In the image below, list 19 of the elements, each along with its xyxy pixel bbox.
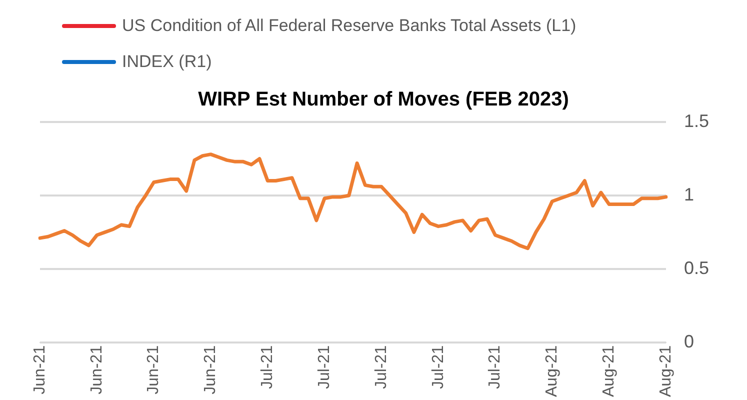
x-tick-label: Jul-21 <box>430 345 447 389</box>
x-tick-label: Aug-21 <box>600 345 618 397</box>
x-tick-label: Jul-21 <box>486 345 504 389</box>
x-tick-label: Jul-21 <box>316 345 333 389</box>
y-tick-label: 0 <box>684 331 694 352</box>
x-tick-label: Jun-21 <box>31 345 48 394</box>
chart-title: WIRP Est Number of Moves (FEB 2023) <box>198 88 569 111</box>
y-tick-label: 0.5 <box>684 258 710 278</box>
x-tick-label: Aug-21 <box>544 345 561 397</box>
y-tick-label: 1 <box>684 184 694 204</box>
legend-label: INDEX (R1) <box>122 52 212 72</box>
y-tick-label: 1.5 <box>684 110 710 131</box>
x-tick-label: Jun-21 <box>145 345 162 394</box>
x-tick-label: Jul-21 <box>259 345 276 389</box>
x-tick-label: Jul-21 <box>372 345 390 389</box>
legend-label: US Condition of All Federal Reserve Banks Total Assets (L1) <box>122 16 576 36</box>
x-tick-label: Aug-21 <box>657 345 674 397</box>
x-tick-label: Jun-21 <box>202 345 220 394</box>
x-tick-label: Jun-21 <box>88 345 106 394</box>
